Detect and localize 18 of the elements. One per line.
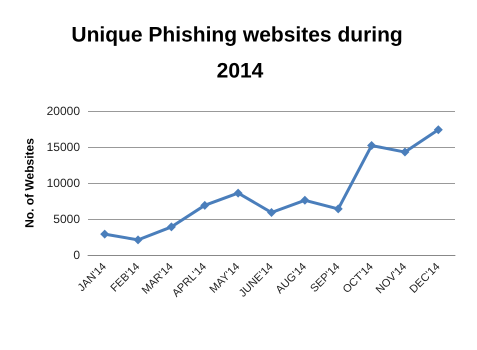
y-axis-title: No. of Websites bbox=[22, 138, 37, 228]
point bbox=[134, 235, 143, 244]
point bbox=[300, 196, 310, 205]
point bbox=[400, 148, 410, 157]
chart-title: Unique Phishing websites during 2014 bbox=[71, 24, 409, 82]
point bbox=[434, 125, 443, 134]
point bbox=[234, 188, 243, 198]
y-tick-label: 5000 bbox=[53, 212, 80, 226]
point bbox=[166, 222, 176, 232]
y-tick-label: 15000 bbox=[46, 140, 80, 154]
y-tick-label: 10000 bbox=[46, 176, 80, 190]
point bbox=[367, 141, 376, 150]
point bbox=[100, 230, 110, 239]
point bbox=[267, 208, 276, 218]
y-tick-label: 0 bbox=[73, 248, 80, 262]
point bbox=[334, 204, 343, 214]
point bbox=[200, 200, 210, 210]
y-tick-label: 20000 bbox=[46, 104, 80, 118]
